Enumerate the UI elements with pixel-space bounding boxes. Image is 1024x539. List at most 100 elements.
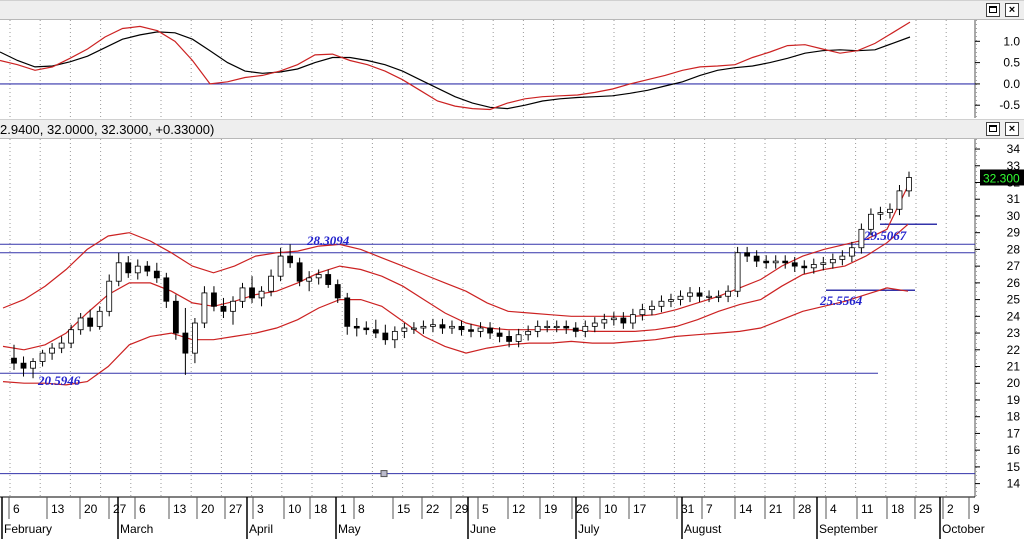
month-label-july: July	[578, 522, 599, 536]
candlestick	[11, 344, 17, 370]
day-tick-label: 7	[706, 502, 713, 516]
candle-body	[125, 262, 132, 274]
candle-body	[848, 247, 855, 257]
candlestick	[401, 323, 408, 339]
candlestick	[887, 203, 893, 219]
price-y-tick-label: 28	[1007, 242, 1021, 256]
candlestick	[772, 255, 779, 269]
candle-body	[306, 277, 313, 282]
candle-body	[801, 265, 808, 269]
indicator-y-tick-label: -0.5	[999, 98, 1020, 112]
day-tick-label: 10	[604, 502, 618, 516]
price-y-tick-label: 21	[1007, 360, 1021, 374]
candle-body	[20, 362, 27, 369]
price-y-tick-label: 19	[1007, 393, 1021, 407]
indicator-pane: 1.0 0.5 0.0 -0.5	[0, 20, 1020, 118]
candlestick	[582, 320, 589, 338]
candlestick	[687, 287, 693, 303]
candlestick	[744, 246, 751, 262]
price-y-tick-label: 18	[1007, 410, 1021, 424]
candlestick	[201, 286, 208, 329]
candlestick	[496, 327, 503, 343]
day-tick-label: 18	[891, 502, 905, 516]
price-y-tick-label: 26	[1007, 276, 1021, 290]
candle-body	[296, 262, 303, 282]
day-tick-label: 27	[113, 502, 127, 516]
day-tick-label: 21	[769, 502, 783, 516]
candle-body	[782, 260, 789, 264]
indicator-maximize-button[interactable]	[986, 3, 1000, 17]
indicator-close-button[interactable]: ×	[1005, 3, 1019, 17]
candlestick	[249, 276, 255, 303]
candlestick	[477, 322, 484, 338]
month-label-june: June	[470, 522, 496, 536]
candle-body	[687, 292, 693, 297]
candle-body	[477, 327, 484, 332]
candle-body	[734, 252, 741, 292]
price-close-button[interactable]: ×	[1005, 122, 1019, 136]
candlestick	[877, 206, 884, 221]
candlestick	[391, 326, 398, 349]
candlestick	[468, 323, 474, 338]
day-tick-label: 4	[830, 502, 837, 516]
day-tick-label: 22	[426, 502, 440, 516]
candle-body	[496, 332, 503, 337]
candle-body	[96, 310, 103, 327]
indicator-y-tick-label: 0.0	[1003, 77, 1020, 91]
candle-body	[277, 255, 284, 277]
candle-body	[382, 332, 389, 341]
candle-body	[39, 352, 46, 362]
day-tick-label: 10	[288, 502, 302, 516]
price-maximize-button[interactable]	[986, 122, 1000, 136]
price-y-tick-label: 23	[1007, 326, 1021, 340]
day-tick-label: 5	[482, 502, 489, 516]
day-tick-label: 27	[229, 502, 243, 516]
candlestick	[230, 296, 236, 325]
candle-body	[544, 325, 551, 328]
candle-body	[325, 274, 332, 285]
candlestick	[68, 324, 75, 349]
candlestick	[553, 320, 560, 333]
candlestick	[296, 257, 303, 287]
candlestick	[410, 322, 417, 334]
time-axis: 6 13 20 27 6 13 20 27 3 10 18 1 8 15 22 29 5 12 19 26 10 17 31…	[0, 496, 985, 539]
candlestick	[182, 307, 189, 375]
candlestick	[115, 252, 122, 287]
candlestick	[677, 290, 684, 306]
candle-body	[553, 325, 560, 328]
candlestick	[334, 279, 341, 303]
candle-body	[649, 305, 655, 311]
candlestick	[458, 320, 465, 336]
candlestick	[563, 320, 570, 334]
candle-body	[163, 277, 170, 302]
candlestick	[658, 295, 665, 313]
candle-body	[715, 295, 722, 298]
candlestick	[49, 343, 55, 360]
candle-body	[439, 324, 446, 329]
candlestick	[534, 320, 541, 338]
line-handle	[380, 470, 388, 478]
day-tick-label: 13	[51, 502, 65, 516]
day-tick-label: 12	[512, 502, 526, 516]
candle-body	[591, 322, 598, 327]
candlestick	[858, 223, 865, 254]
candle-body	[744, 252, 751, 257]
price-y-tick-label: 30	[1007, 209, 1021, 223]
day-tick-label: 6	[139, 502, 146, 516]
candle-body	[192, 322, 198, 354]
day-tick-label: 20	[84, 502, 98, 516]
price-y-tick-label: 32	[1007, 175, 1021, 189]
day-tick-label: 31	[681, 502, 695, 516]
candle-body	[610, 317, 617, 321]
candle-body	[249, 287, 255, 299]
candlestick	[544, 320, 551, 333]
annotation-20-5946: 20.5946	[37, 373, 81, 388]
candlestick	[220, 297, 227, 318]
candle-body	[239, 287, 246, 302]
candle-body	[11, 357, 17, 364]
annotation-28-3094: 28.3094	[306, 233, 350, 248]
candlestick	[629, 308, 636, 329]
candlestick	[372, 319, 379, 339]
candlestick	[639, 303, 646, 321]
candlestick	[753, 250, 760, 267]
